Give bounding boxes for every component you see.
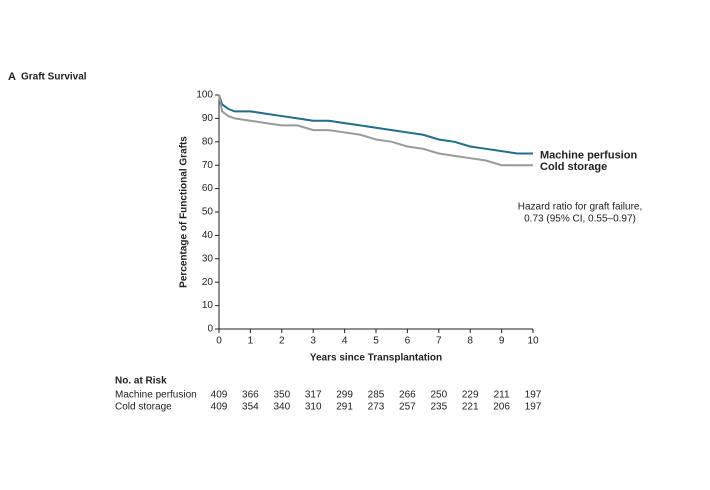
series-label: Cold storage [540, 161, 607, 173]
risk-value: 285 [368, 390, 385, 401]
risk-value: 229 [462, 390, 479, 401]
series-label: Machine perfusion [540, 149, 637, 161]
risk-value: 197 [525, 402, 542, 413]
y-tick-label: 40 [202, 230, 214, 241]
survival-curve [218, 94, 533, 167]
panel-label: A [8, 71, 16, 83]
risk-value: 354 [242, 402, 259, 413]
y-tick-label: 80 [202, 136, 214, 147]
risk-value: 250 [430, 390, 447, 401]
x-tick-label: 5 [373, 336, 379, 347]
risk-value: 235 [430, 402, 447, 413]
risk-value: 206 [493, 402, 510, 413]
y-tick-label: 50 [202, 207, 214, 218]
y-tick-label: 70 [202, 160, 214, 171]
risk-value: 221 [462, 402, 479, 413]
y-tick-label: 100 [196, 90, 213, 101]
risk-value: 317 [305, 390, 322, 401]
risk-value: 299 [336, 390, 353, 401]
y-tick-label: 10 [202, 300, 214, 311]
annotation: 0.73 (95% CI, 0.55–0.97) [524, 214, 636, 225]
risk-value: 266 [399, 390, 416, 401]
x-tick-label: 1 [248, 336, 254, 347]
risk-row-name: Cold storage [115, 402, 172, 413]
risk-value: 409 [211, 390, 228, 401]
x-tick-label: 0 [216, 336, 222, 347]
risk-value: 291 [336, 402, 353, 413]
x-tick-label: 2 [279, 336, 285, 347]
x-axis-label: Years since Transplantation [310, 353, 442, 364]
x-tick-label: 8 [467, 336, 473, 347]
annotation: Hazard ratio for graft failure, [518, 202, 643, 213]
risk-value: 340 [273, 402, 290, 413]
risk-row-name: Machine perfusion [115, 390, 197, 401]
y-axis-label: Percentage of Functional Grafts [179, 136, 190, 288]
x-tick-label: 6 [405, 336, 411, 347]
y-tick-label: 20 [202, 277, 214, 288]
chart-title: Graft Survival [21, 72, 87, 83]
risk-value: 366 [242, 390, 259, 401]
x-tick-label: 9 [499, 336, 505, 347]
y-tick-label: 0 [207, 324, 213, 335]
survival-curve [218, 94, 533, 155]
x-tick-label: 4 [342, 336, 348, 347]
x-tick-label: 10 [527, 336, 539, 347]
x-tick-label: 7 [436, 336, 442, 347]
risk-value: 211 [494, 390, 510, 401]
y-tick-label: 30 [202, 253, 214, 264]
y-tick-label: 90 [202, 113, 214, 124]
risk-value: 197 [525, 390, 542, 401]
risk-value: 310 [305, 402, 322, 413]
risk-value: 350 [273, 390, 290, 401]
risk-value: 273 [368, 402, 385, 413]
y-tick-label: 60 [202, 183, 214, 194]
risk-value: 409 [211, 402, 228, 413]
risk-table-title: No. at Risk [115, 376, 167, 387]
risk-value: 257 [399, 402, 416, 413]
x-tick-label: 3 [310, 336, 316, 347]
